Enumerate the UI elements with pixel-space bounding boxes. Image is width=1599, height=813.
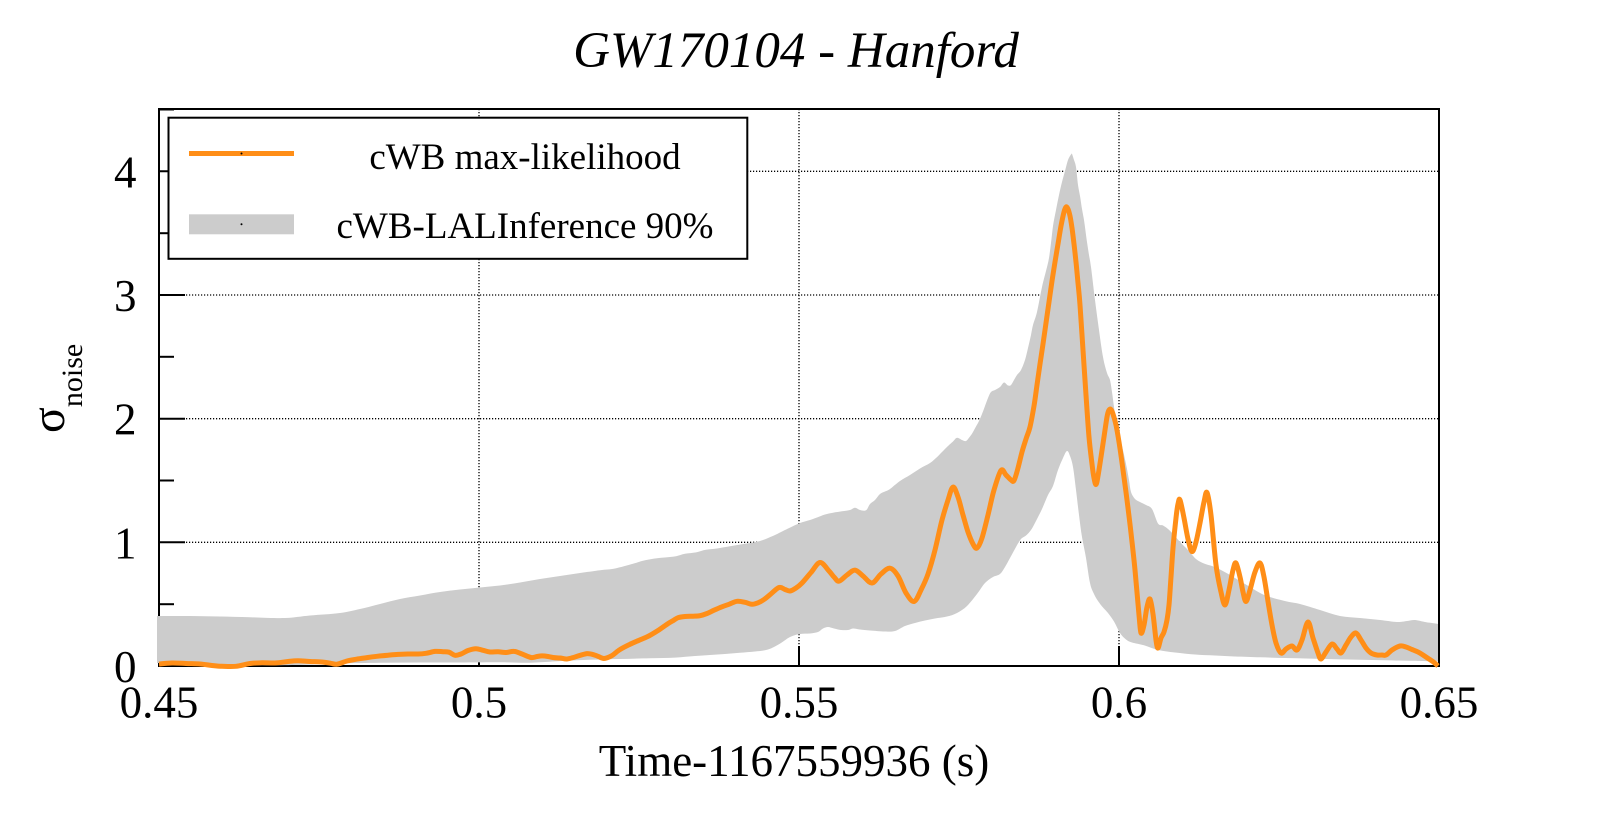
- svg-text:0: 0: [114, 642, 137, 692]
- svg-text:2: 2: [114, 395, 137, 445]
- svg-text:1: 1: [114, 518, 137, 568]
- svg-text:4: 4: [114, 147, 137, 197]
- svg-text:0.6: 0.6: [1091, 678, 1147, 728]
- svg-text:cWB max-likelihood: cWB max-likelihood: [369, 137, 681, 178]
- svg-text:0.55: 0.55: [760, 678, 839, 728]
- svg-text:Time-1167559936 (s): Time-1167559936 (s): [599, 736, 989, 786]
- svg-text:cWB-LALInference 90%: cWB-LALInference 90%: [337, 206, 714, 247]
- svg-text:0.5: 0.5: [451, 678, 507, 728]
- svg-text:GW170104 - Hanford: GW170104 - Hanford: [573, 23, 1019, 79]
- svg-text:3: 3: [114, 271, 137, 321]
- svg-text:0.45: 0.45: [120, 678, 199, 728]
- svg-text:0.65: 0.65: [1400, 678, 1479, 728]
